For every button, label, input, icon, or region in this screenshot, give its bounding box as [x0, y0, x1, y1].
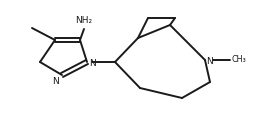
Text: N: N [52, 77, 59, 86]
Text: N: N [89, 59, 96, 67]
Text: N: N [206, 57, 213, 65]
Text: CH₃: CH₃ [232, 55, 247, 64]
Text: NH₂: NH₂ [75, 16, 93, 25]
